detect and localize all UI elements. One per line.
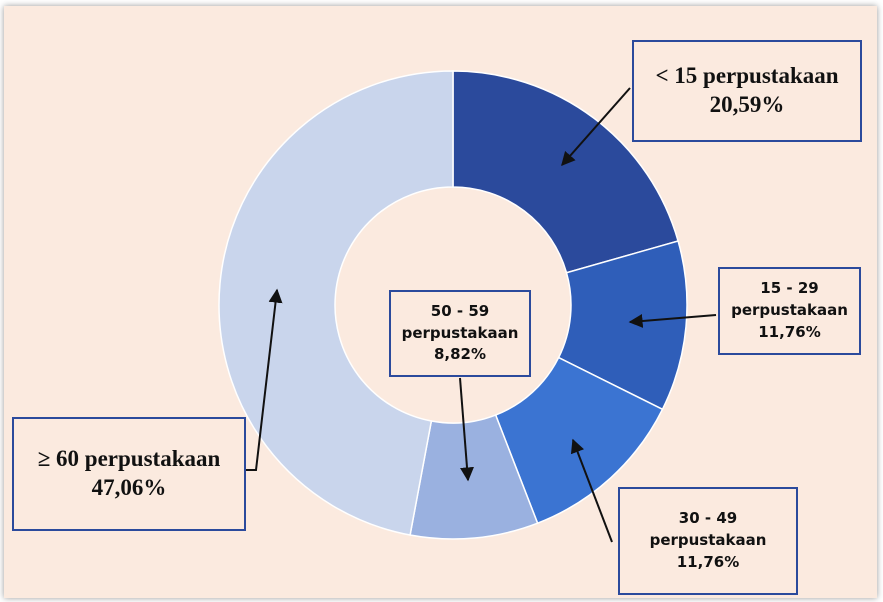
arrow <box>561 87 631 167</box>
category-label: 15 - 29 perpustakaan <box>731 279 848 320</box>
label-box: 15 - 29 perpustakaan 11,76% <box>718 267 861 355</box>
donut-slice <box>218 70 454 536</box>
arrow <box>570 438 613 543</box>
arrow <box>459 377 474 482</box>
label-box: ≥ 60 perpustakaan 47,06% <box>12 417 246 531</box>
value-label: 11,76% <box>676 552 740 571</box>
donut-slice <box>452 70 680 274</box>
category-label: < 15 perpustakaan <box>655 63 839 89</box>
category-label: ≥ 60 perpustakaan <box>37 446 221 472</box>
label-box: < 15 perpustakaan 20,59% <box>632 40 862 142</box>
label-box: 50 - 59 perpustakaan 8,82% <box>389 290 531 377</box>
label-box: 30 - 49 perpustakaan 11,76% <box>618 487 798 595</box>
value-label: 47,06% <box>91 475 167 500</box>
category-label: 30 - 49 perpustakaan <box>649 509 767 550</box>
value-label: 20,59% <box>709 92 785 117</box>
category-label: 50 - 59 perpustakaan <box>401 301 519 342</box>
arrow <box>628 314 717 328</box>
arrow <box>246 288 283 471</box>
value-label: 8,82% <box>433 345 487 364</box>
value-label: 11,76% <box>758 322 821 341</box>
